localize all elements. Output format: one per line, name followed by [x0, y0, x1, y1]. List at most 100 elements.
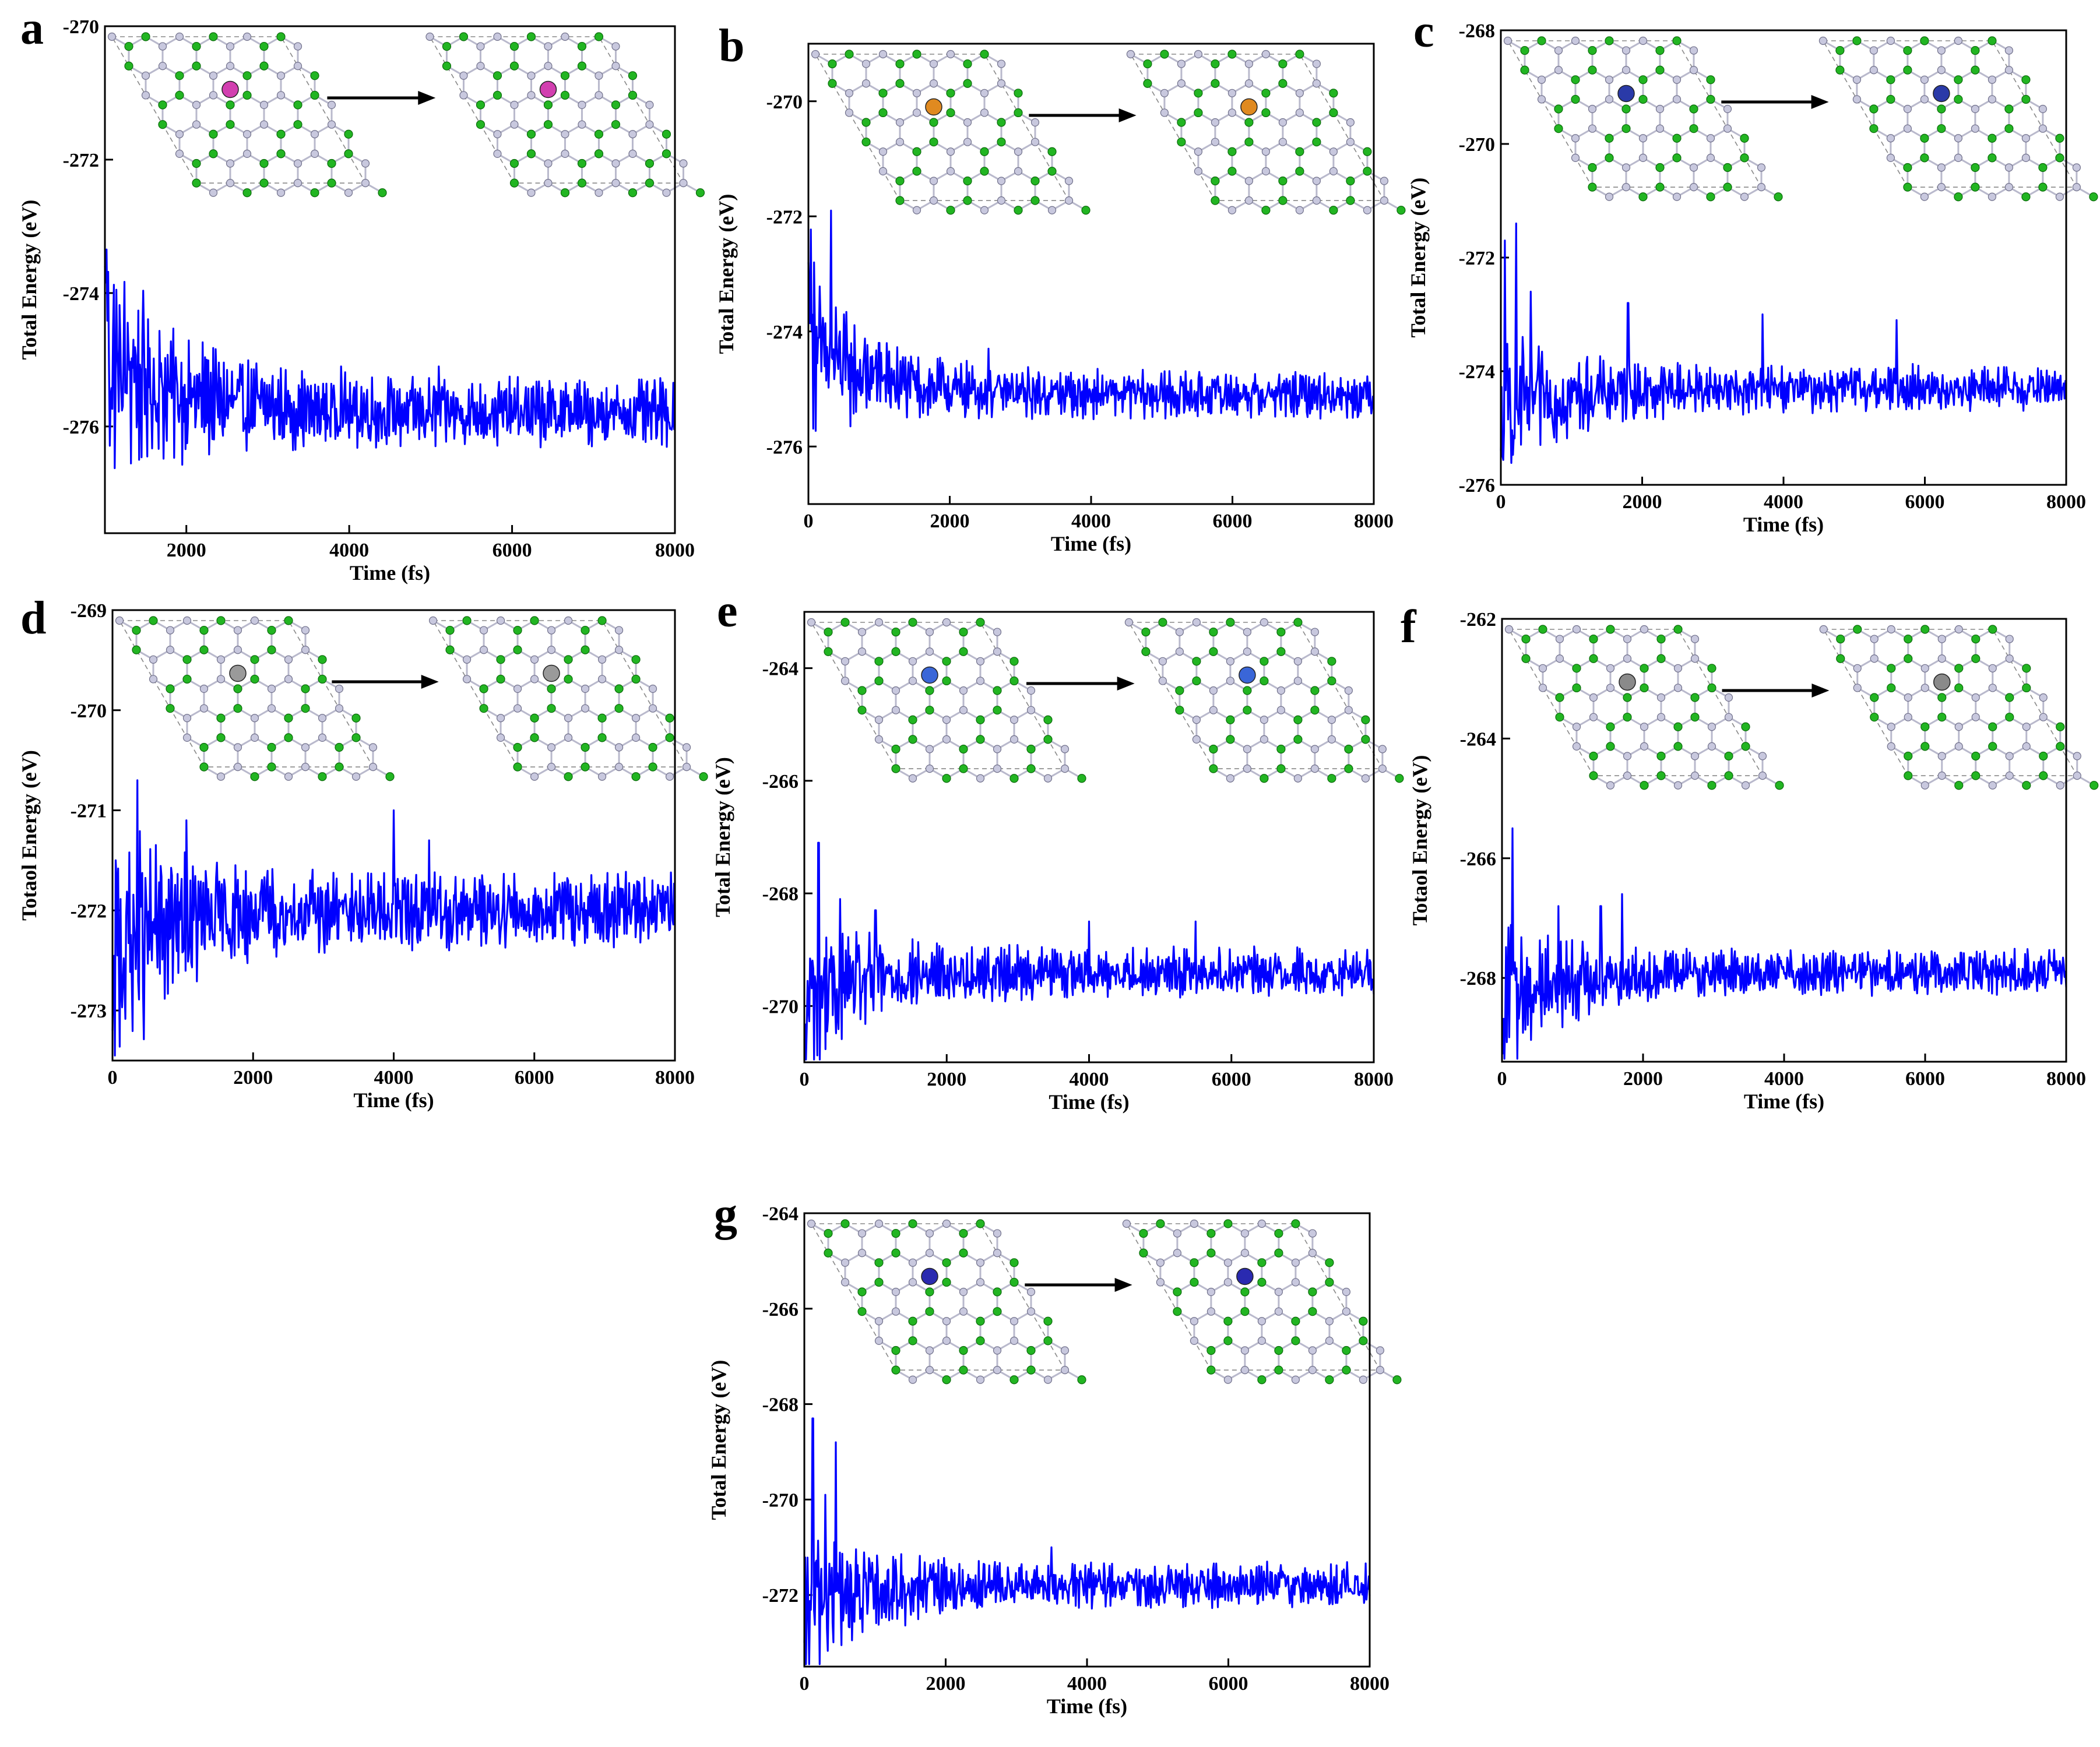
- nitrogen-atom: [578, 100, 586, 110]
- nitrogen-atom: [1954, 36, 1962, 45]
- nitrogen-atom: [1026, 1287, 1036, 1297]
- nitrogen-atom: [1672, 192, 1682, 201]
- y-tick-label: -270: [766, 91, 803, 113]
- boron-atom: [645, 178, 655, 188]
- nitrogen-atom: [1937, 46, 1946, 55]
- nitrogen-atom: [1537, 75, 1546, 84]
- boron-atom: [1047, 147, 1057, 156]
- nitrogen-atom: [1690, 654, 1700, 663]
- boron-atom: [1177, 138, 1186, 147]
- nitrogen-atom: [840, 657, 850, 665]
- dopant-atom: [539, 80, 557, 98]
- boron-atom: [1143, 79, 1152, 88]
- nitrogen-atom: [1886, 36, 1895, 45]
- nitrogen-atom: [597, 655, 607, 664]
- nitrogen-atom: [564, 714, 573, 723]
- boron-atom: [1206, 1346, 1216, 1355]
- y-tick-label: -272: [762, 1585, 799, 1607]
- boron-atom: [496, 674, 505, 684]
- nitrogen-atom: [1243, 628, 1251, 636]
- nitrogen-atom: [1672, 95, 1682, 104]
- boron-atom: [577, 159, 587, 168]
- x-tick-label: 4000: [374, 1067, 414, 1089]
- boron-atom: [1520, 65, 1529, 75]
- nitrogen-atom: [997, 79, 1006, 88]
- nitrogen-atom: [1740, 192, 1749, 201]
- boron-atom: [895, 176, 905, 186]
- dopant-atom: [229, 664, 247, 682]
- structure-inset: [811, 50, 1406, 215]
- nitrogen-atom: [1325, 1317, 1334, 1326]
- nitrogen-atom: [1758, 752, 1767, 760]
- nitrogen-atom: [2073, 752, 2081, 760]
- nitrogen-atom: [1257, 1219, 1266, 1228]
- nitrogen-atom: [895, 138, 905, 146]
- nitrogen-atom: [993, 1249, 1002, 1258]
- nitrogen-atom: [1243, 647, 1251, 656]
- nitrogen-atom: [276, 71, 286, 80]
- boron-atom: [1293, 735, 1303, 744]
- y-tick-label: -270: [1459, 134, 1495, 156]
- boron-atom: [1209, 764, 1218, 773]
- dopant-atom: [921, 666, 938, 684]
- nitrogen-atom: [233, 626, 242, 635]
- nitrogen-atom: [976, 774, 985, 783]
- nitrogen-atom: [912, 206, 921, 214]
- boron-atom: [267, 625, 276, 635]
- nitrogen-atom: [310, 149, 319, 159]
- nitrogen-atom: [1064, 196, 1074, 205]
- nitrogen-atom: [1064, 177, 1074, 185]
- boron-atom: [976, 1336, 985, 1346]
- nitrogen-atom: [891, 1287, 900, 1297]
- chart-panel-g: g 0 2000 4000 6000 8000 -272 -270 -268 -266 -264 Ti…: [707, 1189, 1402, 1718]
- boron-atom: [2021, 192, 2031, 202]
- boron-atom: [1903, 45, 1912, 55]
- boron-atom: [628, 71, 638, 80]
- boron-atom: [1158, 618, 1167, 627]
- arrow-right-icon: [418, 91, 436, 105]
- boron-atom: [1274, 1346, 1283, 1355]
- boron-atom: [385, 772, 395, 781]
- boron-atom: [1836, 634, 1845, 644]
- nitrogen-atom: [1655, 124, 1665, 133]
- nitrogen-atom: [2056, 781, 2064, 790]
- nitrogen-atom: [1819, 625, 1828, 634]
- boron-atom: [1903, 182, 1912, 192]
- boron-atom: [293, 120, 302, 129]
- boron-atom: [891, 1346, 900, 1355]
- nitrogen-atom: [2055, 192, 2064, 201]
- nitrogen-atom: [1605, 95, 1614, 104]
- y-tick-label: -276: [1459, 475, 1495, 496]
- nitrogen-atom: [1026, 686, 1036, 695]
- nitrogen-atom: [344, 188, 353, 197]
- nitrogen-atom: [250, 714, 259, 723]
- nitrogen-atom: [1640, 625, 1649, 634]
- nitrogen-atom: [1026, 1307, 1036, 1316]
- nitrogen-atom: [1346, 138, 1355, 146]
- nitrogen-atom: [1293, 677, 1302, 685]
- boron-atom: [1329, 206, 1338, 215]
- nitrogen-atom: [1378, 745, 1387, 753]
- nitrogen-atom: [1009, 1336, 1019, 1346]
- nitrogen-atom: [1291, 1278, 1300, 1287]
- nitrogen-atom: [284, 655, 293, 664]
- boron-atom: [276, 129, 286, 139]
- nitrogen-atom: [301, 743, 310, 752]
- nitrogen-atom: [946, 147, 955, 156]
- boron-atom: [1640, 664, 1649, 673]
- panel-letter: c: [1413, 6, 1434, 57]
- boron-atom: [560, 71, 570, 80]
- nitrogen-atom: [192, 100, 201, 110]
- boron-atom: [1156, 1219, 1165, 1228]
- nitrogen-atom: [1060, 1366, 1070, 1375]
- boron-atom: [577, 61, 587, 71]
- nitrogen-atom: [1293, 657, 1302, 665]
- boron-atom: [378, 188, 387, 198]
- nitrogen-atom: [1572, 625, 1581, 634]
- nitrogen-atom: [1988, 664, 1997, 672]
- nitrogen-atom: [1158, 657, 1167, 665]
- boron-atom: [581, 742, 590, 752]
- boron-atom: [1047, 167, 1057, 176]
- boron-atom: [166, 704, 175, 713]
- nitrogen-atom: [216, 655, 226, 664]
